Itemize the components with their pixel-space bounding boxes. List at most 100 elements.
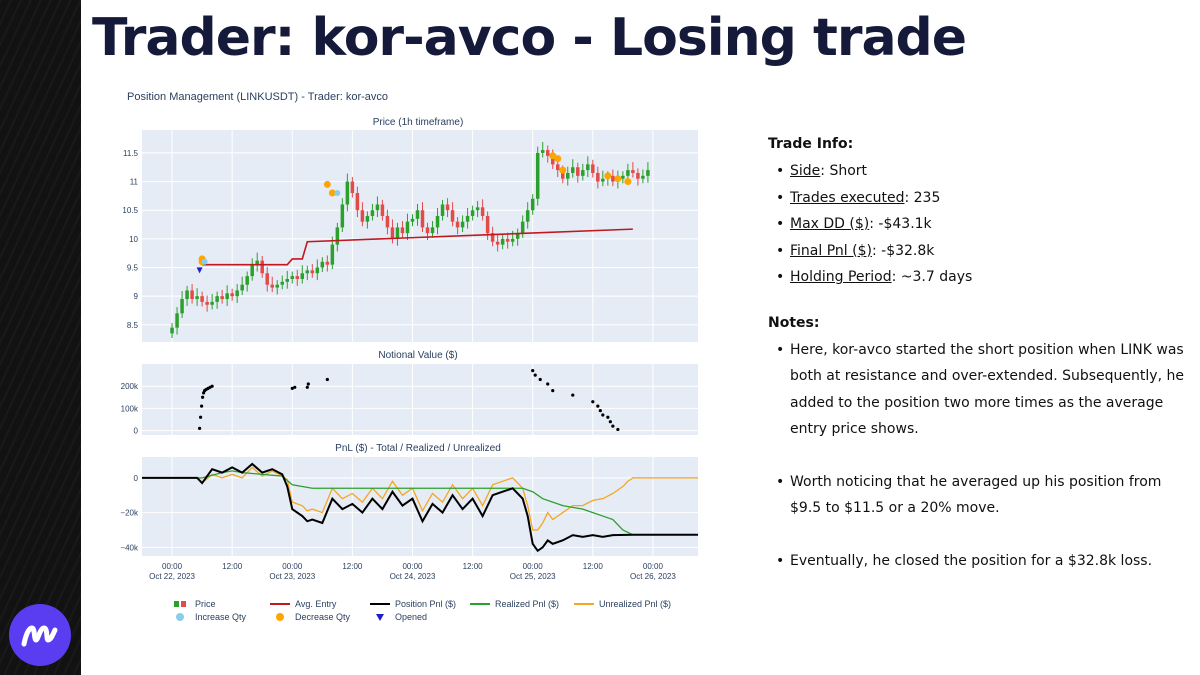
notional-point <box>201 395 205 399</box>
info-value: : 235 <box>904 189 941 206</box>
notional-point <box>598 408 602 413</box>
candle-body <box>235 290 239 297</box>
price-y-tick-label: 10 <box>129 235 138 244</box>
increase-qty-marker <box>334 190 341 197</box>
candle-body <box>505 238 510 242</box>
notional-point <box>198 426 202 430</box>
candle-body <box>520 221 525 234</box>
candle-body <box>480 207 485 216</box>
legend-item-avg-entry[interactable]: Avg. Entry <box>270 599 336 609</box>
candle-body <box>445 204 450 211</box>
notional-panel-title: Notional Value ($) <box>378 350 458 361</box>
legend-item-unrealized-pnl[interactable]: Unrealized Pnl ($) <box>574 599 671 609</box>
x-tick-label: 12:00 <box>463 562 484 571</box>
candle-body <box>631 170 635 173</box>
candle-body <box>550 155 555 165</box>
candle-body <box>320 261 325 268</box>
candle-body <box>490 233 495 242</box>
candle-body <box>325 261 330 265</box>
trade-info-list: Side: Short Trades executed: 235 Max DD … <box>768 158 1188 291</box>
candle-body <box>380 204 385 216</box>
candle-body <box>370 210 375 216</box>
info-value: : -$43.1k <box>869 216 932 232</box>
red-line-icon <box>270 599 290 609</box>
candle-body <box>385 215 390 228</box>
legend-label: Price <box>195 599 216 609</box>
candle-body <box>280 281 285 285</box>
candle-body <box>175 313 179 328</box>
candle-body <box>596 172 600 182</box>
trade-info-item: Side: Short <box>776 158 1188 185</box>
candle-body <box>335 227 340 245</box>
legend-item-realized-pnl[interactable]: Realized Pnl ($) <box>470 599 559 609</box>
sidebar-texture <box>0 0 81 675</box>
candle-body <box>405 221 410 234</box>
candle-body <box>255 260 259 265</box>
notional-y-tick-label: 200k <box>121 382 139 391</box>
notional-point <box>611 424 615 428</box>
candle-body <box>525 210 530 222</box>
opened-marker <box>196 267 203 274</box>
candle-body <box>275 284 279 288</box>
candle-body <box>180 299 184 314</box>
notional-point <box>293 385 297 389</box>
candle-body <box>425 227 430 234</box>
legend-item-position-pnl[interactable]: Position Pnl ($) <box>370 599 456 609</box>
candle-body <box>435 215 440 228</box>
candle-body <box>641 175 645 179</box>
candle-body <box>375 204 380 211</box>
x-tick-label: 00:00 <box>402 562 423 571</box>
avg-entry-line <box>202 228 633 266</box>
x-tick-label: 12:00 <box>342 562 363 571</box>
candle-body <box>195 296 199 300</box>
info-key: Final Pnl ($) <box>790 242 872 259</box>
candle-body <box>300 273 305 279</box>
legend-item-opened[interactable]: Opened <box>370 612 427 622</box>
legend-item-increase-qty[interactable]: Increase Qty <box>170 612 246 622</box>
figure-title: Position Management (LINKUSDT) - Trader:… <box>127 91 389 103</box>
candle-body <box>545 150 550 156</box>
candle-body <box>571 167 575 173</box>
candle-body <box>205 301 209 305</box>
notes-list: Here, kor-avco started the short positio… <box>768 337 1188 575</box>
note-item: Worth noticing that he averaged up his p… <box>776 469 1188 522</box>
info-value: : ~3.7 days <box>891 269 973 285</box>
candle-body <box>190 290 194 300</box>
candle-body <box>215 296 219 302</box>
notional-point <box>325 377 329 382</box>
legend-item-decrease-qty[interactable]: Decrease Qty <box>270 612 350 622</box>
notional-point <box>606 415 610 419</box>
candle-body <box>290 276 295 279</box>
trade-info-item: Final Pnl ($): -$32.8k <box>776 238 1188 265</box>
price-y-tick-label: 11.5 <box>123 149 139 158</box>
notional-point <box>601 413 605 417</box>
notional-point <box>290 386 294 391</box>
candle-body <box>576 167 580 176</box>
chart-legend: Price Avg. Entry Position Pnl ($) Realiz… <box>170 599 710 629</box>
x-tick-label: 12:00 <box>222 562 243 571</box>
candle-body <box>310 270 315 274</box>
decrease-qty-marker <box>554 155 562 163</box>
candle-body <box>440 204 445 216</box>
x-tick-label: Oct 22, 2023 <box>149 572 195 581</box>
legend-item-price[interactable]: Price <box>170 599 216 609</box>
candle-body <box>450 210 455 222</box>
decrease-qty-marker <box>328 189 336 197</box>
decrease-qty-marker <box>559 166 567 174</box>
notional-point <box>571 393 575 397</box>
candle-body <box>611 175 615 182</box>
price-y-tick-label: 9 <box>134 292 139 301</box>
candle-body <box>210 301 214 305</box>
candle-body <box>555 164 560 171</box>
decrease-qty-marker <box>624 178 632 186</box>
orange-dot-icon <box>270 612 290 622</box>
pnl-series-line <box>142 462 698 553</box>
candle-body <box>360 210 365 222</box>
info-key: Max DD ($) <box>790 216 870 232</box>
orange-line-icon <box>574 599 594 609</box>
dark-sidebar <box>0 0 81 675</box>
candle-body <box>540 150 545 153</box>
trade-info-item: Holding Period: ~3.7 days <box>776 264 1188 291</box>
candle-body <box>305 270 310 274</box>
x-tick-label: Oct 25, 2023 <box>510 572 556 581</box>
